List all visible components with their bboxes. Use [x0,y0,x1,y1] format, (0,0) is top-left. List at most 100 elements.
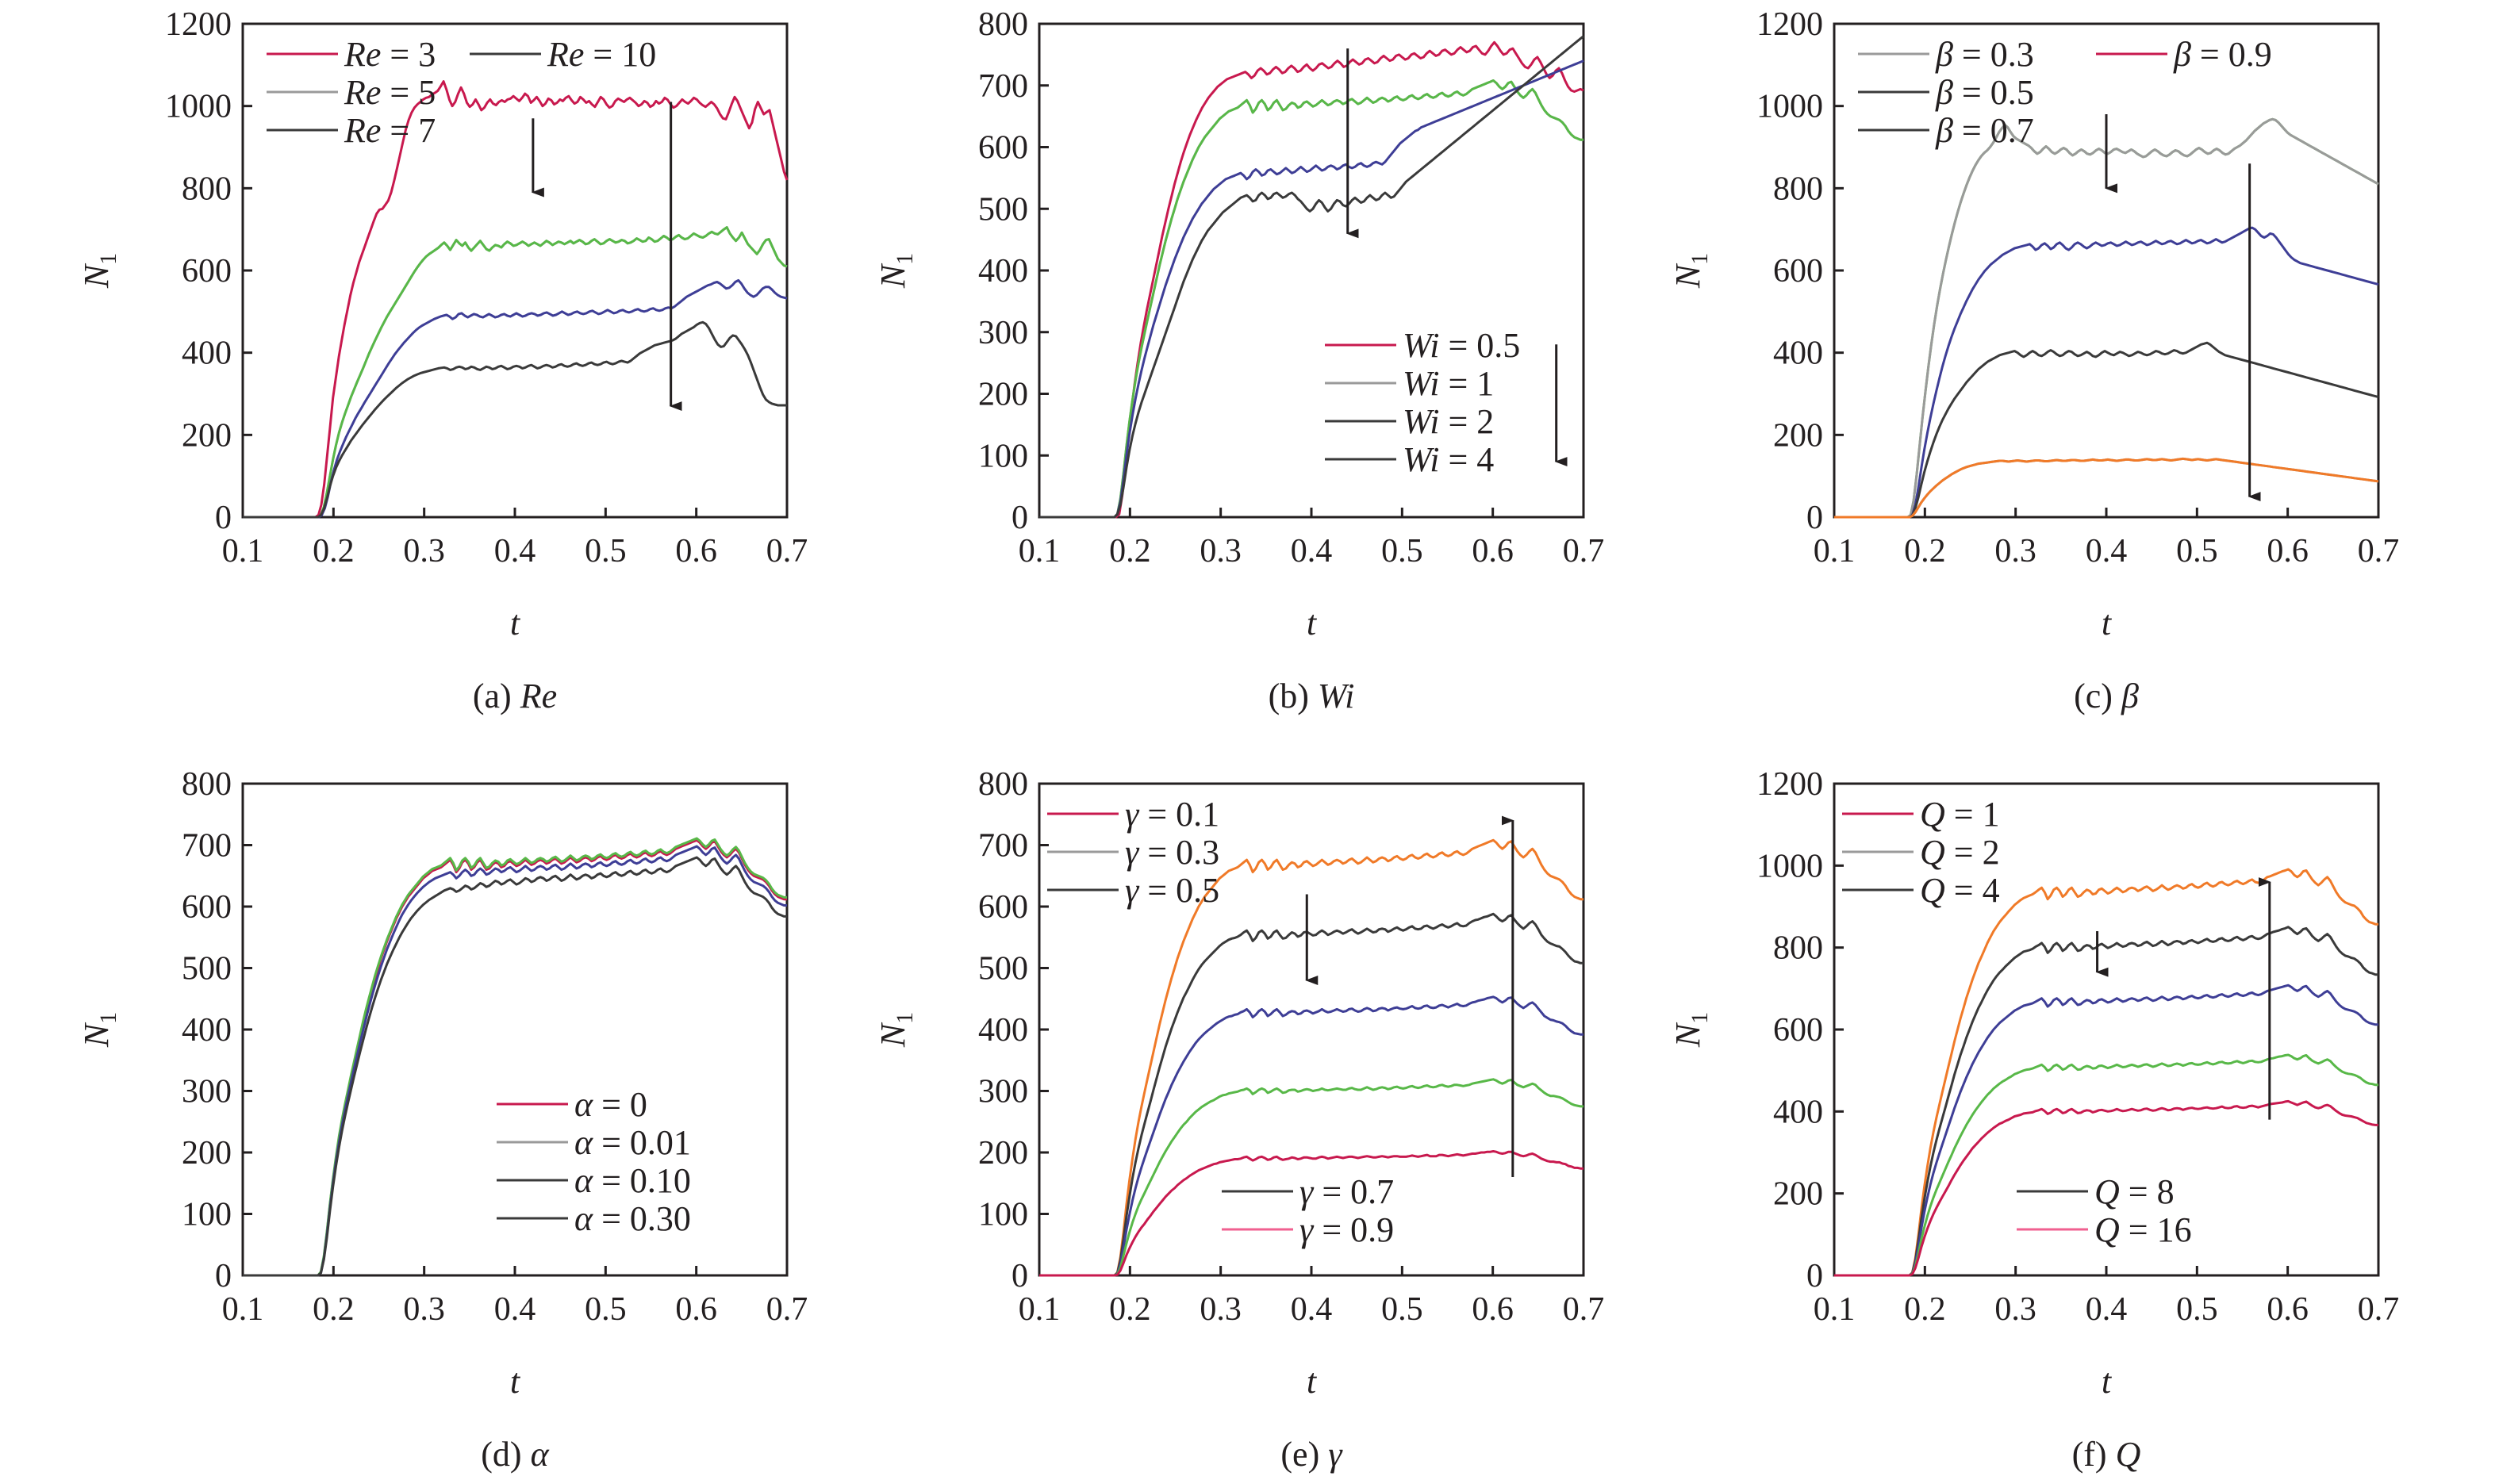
panel-a-ytick-label: 1200 [165,6,232,43]
panel-a-legend-label: Re = 5 [344,73,436,112]
panel-f-ytick-label: 200 [1773,1176,1823,1213]
panel-b-ytick-label: 200 [978,377,1028,413]
panel-f-ytick-label: 1000 [1756,848,1823,884]
panel-b-ylabel: N1 [873,253,918,289]
panel-b-legend-label: Wi = 4 [1403,440,1494,479]
panel-c-ytick-label: 200 [1773,417,1823,454]
panel-d-ytick-label: 800 [182,766,232,803]
panel-b-xtick-label: 0.2 [1109,533,1151,569]
panel-e-series-1 [1039,912,1583,1277]
panel-d-ylabel-subscript: 1 [95,1012,121,1024]
panel-b-frame [1038,22,1585,519]
panel-b-xtick-label: 0.1 [1019,533,1061,569]
panel-f: (f) Q 0.1 0.2 0.3 0.4 0.5 0.6 0.7 0 200 400 600 800… [1668,766,2399,1474]
panel-f-ylabel-text: N1 [1668,1012,1713,1048]
panel-b-ylabel-subscript: 1 [892,253,918,265]
panel-c-xlabel: t [2102,604,2113,642]
panel-e-ytick-label: 200 [978,1135,1028,1171]
panel-c-xtick-label: 0.4 [2086,533,2128,569]
panel-a-ylabel-symbol: N [77,263,116,289]
panel-a-ylabel-text: N1 [77,253,121,289]
panel-f-ytick-label: 800 [1773,930,1823,967]
panel-d-xtick-label: 0.6 [675,1291,717,1328]
panel-e-ylabel-symbol: N [873,1022,912,1048]
panel-b-ytick-label: 800 [978,6,1028,43]
panel-b-ytick-label: 700 [978,68,1028,105]
panel-f-ytick-label: 400 [1773,1094,1823,1130]
panel-c-ytick-label: 0 [1806,500,1823,536]
panel-f-xtick-label: 0.2 [1904,1291,1946,1328]
panel-d-xtick-label: 0.1 [222,1291,264,1328]
panel-e: (e) γ 0.1 0.2 0.3 0.4 0.5 0.6 0.7 0 100 200 300 400… [873,766,1604,1474]
panel-f-ytick-label: 600 [1773,1012,1823,1049]
panel-c-series-3 [1834,341,2379,519]
panel-b-ytick-label: 600 [978,130,1028,167]
panel-a-ytick-label: 1000 [165,89,232,125]
panel-b-ytick-label: 500 [978,191,1028,228]
panel-b-xtick-label: 0.3 [1200,533,1242,569]
panel-b-series-0 [1039,40,1584,519]
panel-a-xtick-label: 0.4 [494,533,536,569]
panel-a-ytick-label: 400 [182,336,232,372]
panel-f-series-1 [1834,926,2378,1277]
panel-f-xlabel: t [2102,1362,2113,1401]
panel-c-xtick-label: 0.7 [2358,533,2400,569]
panel-c-ytick-label: 1000 [1756,89,1823,125]
panel-e-ytick-label: 700 [978,828,1028,865]
panel-e-ytick-label: 100 [978,1197,1028,1233]
panel-c-legend-label: β = 0.3 [1935,35,2034,74]
panel-e-ytick-label: 500 [978,951,1028,987]
panel-d-xtick-label: 0.7 [766,1291,808,1328]
panel-b-xtick-label: 0.4 [1291,533,1333,569]
panel-e-ytick-label: 400 [978,1012,1028,1049]
panel-a-xtick-label: 0.5 [585,533,627,569]
panel-e-ylabel-text: N1 [873,1012,918,1048]
panel-b-series-4 [1039,35,1584,519]
panel-b-ylabel-symbol: N [873,263,912,289]
panel-e-series-3 [1039,1078,1583,1277]
panel-a-xlabel: t [510,604,521,642]
panel-c-ylabel-text: N1 [1668,253,1713,289]
panel-f-series-3 [1834,1053,2378,1277]
panel-d-legend-label: α = 0.01 [574,1123,691,1162]
panel-c-ytick-label: 600 [1773,253,1823,290]
panel-e-ylabel-subscript: 1 [892,1012,918,1024]
panel-b-ytick-label: 0 [1012,500,1028,536]
panel-b-ylabel-text: N1 [873,253,918,289]
panel-f-legend-label: Q = 2 [1920,833,2000,872]
panel-b-xlabel: t [1307,604,1318,642]
panel-d-ytick-label: 700 [182,828,232,865]
panel-a-ylabel-subscript: 1 [95,253,121,265]
panel-f-ylabel-subscript: 1 [1687,1012,1713,1024]
panel-c-ylabel-subscript: 1 [1687,253,1713,265]
panel-f-legend-label: Q = 16 [2094,1210,2192,1249]
panel-d-ytick-label: 200 [182,1135,232,1171]
panel-a-ytick-label: 200 [182,417,232,454]
panel-f-xtick-label: 0.3 [1994,1291,2036,1328]
panel-d-xtick-label: 0.4 [494,1291,536,1328]
panel-a-xtick-label: 0.1 [222,533,264,569]
panel-d-legend-label: α = 0 [574,1085,647,1124]
panel-e-xtick-label: 0.7 [1563,1291,1605,1328]
panel-e-ytick-label: 600 [978,889,1028,926]
panel-c-caption: (c) β [2074,677,2139,715]
panel-d-ytick-label: 300 [182,1074,232,1110]
panel-c-legend-label: β = 0.7 [1935,111,2034,150]
panel-e-ytick-label: 800 [978,766,1028,803]
panel-c-legend-label: β = 0.5 [1935,73,2034,112]
panel-c-ytick-label: 400 [1773,336,1823,372]
panel-c-xtick-label: 0.6 [2267,533,2309,569]
panel-b-xtick-label: 0.6 [1472,533,1514,569]
panel-a-xtick-label: 0.2 [313,533,355,569]
panel-c-xtick-label: 0.5 [2176,533,2218,569]
panel-c-xtick-label: 0.3 [1994,533,2036,569]
panel-f-series-4 [1834,1099,2378,1277]
panel-e-legend-label: γ = 0.1 [1125,795,1219,834]
panel-c-series-2 [1834,226,2379,519]
panel-c: (c) β 0.1 0.2 0.3 0.4 0.5 0.6 0.7 0 200 400 600 800… [1668,6,2399,715]
panel-d-ytick-label: 600 [182,889,232,926]
panel-d-caption: (d) α [481,1435,549,1474]
panel-d-ytick-label: 100 [182,1197,232,1233]
panel-e-series-0 [1039,838,1583,1277]
panel-b-legend-label: Wi = 0.5 [1403,326,1520,365]
